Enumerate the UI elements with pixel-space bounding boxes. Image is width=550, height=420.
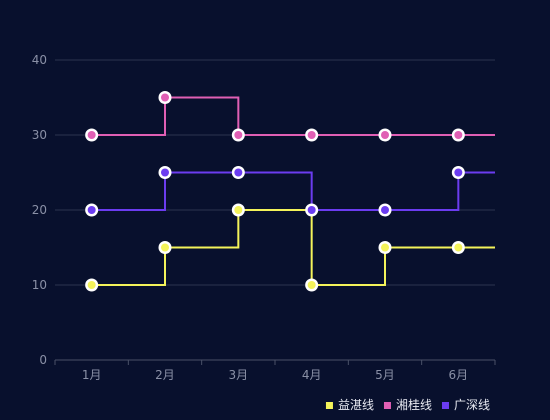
data-point xyxy=(234,131,243,139)
y-tick-label: 40 xyxy=(32,53,47,67)
data-point xyxy=(307,281,316,289)
x-tick-label: 5月 xyxy=(375,368,395,382)
x-tick-label: 1月 xyxy=(82,368,102,382)
data-point xyxy=(161,243,169,252)
legend-label: 广深线 xyxy=(454,398,490,412)
legend-swatch xyxy=(383,402,391,409)
data-point xyxy=(307,206,316,214)
legend-swatch xyxy=(325,402,333,409)
marker-layer xyxy=(85,91,465,292)
axis-layer: 0 10 20 30 40 1月 2月 3月 4月 5月 6月 xyxy=(32,53,496,382)
data-point xyxy=(381,131,389,139)
legend-label: 湘桂线 xyxy=(396,397,432,412)
x-tick-label: 6月 xyxy=(449,368,469,382)
data-point xyxy=(87,281,96,289)
data-point xyxy=(161,93,169,102)
data-point xyxy=(161,168,169,177)
y-tick-label: 0 xyxy=(39,353,47,367)
series-layer xyxy=(91,96,495,286)
series-line-0 xyxy=(91,209,495,286)
y-tick-label: 20 xyxy=(32,203,47,217)
data-point xyxy=(234,206,243,214)
y-tick-label: 30 xyxy=(32,128,47,142)
data-point xyxy=(454,168,463,177)
series-line-2 xyxy=(91,171,495,211)
y-tick-label: 10 xyxy=(32,278,47,292)
data-point xyxy=(381,243,389,252)
legend: 广深线 湘桂线 益湛线 xyxy=(325,397,490,412)
data-point xyxy=(381,206,389,214)
series-line-1 xyxy=(91,96,495,136)
legend-swatch xyxy=(441,402,449,409)
data-point xyxy=(454,131,463,139)
data-point xyxy=(454,243,463,252)
x-tick-label: 2月 xyxy=(155,368,175,382)
data-point xyxy=(234,168,243,177)
data-point xyxy=(87,206,96,214)
x-tick-label: 4月 xyxy=(302,368,322,382)
legend-label: 益湛线 xyxy=(338,398,374,412)
data-point xyxy=(307,131,316,139)
data-point xyxy=(87,131,96,139)
x-tick-label: 3月 xyxy=(229,368,249,382)
